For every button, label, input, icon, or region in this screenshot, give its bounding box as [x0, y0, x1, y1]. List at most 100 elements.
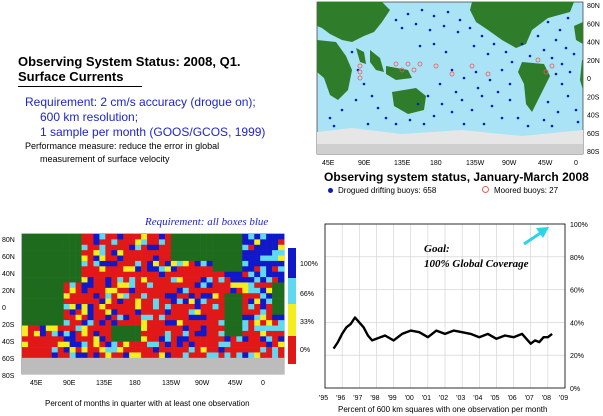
buoy-lon-label: 135E — [394, 160, 411, 167]
coverage-cell — [93, 255, 100, 262]
coverage-cell — [236, 314, 243, 321]
coverage-cell — [147, 309, 154, 316]
coverage-cell — [176, 320, 184, 326]
coverage-cell — [194, 287, 201, 294]
coverage-cell — [153, 287, 160, 294]
coverage-cell — [260, 282, 267, 289]
coverage-cell — [218, 352, 225, 359]
coverage-cell — [22, 325, 29, 332]
coverage-cell — [33, 357, 41, 364]
coverage-cell — [278, 266, 285, 272]
coverage-cell — [158, 352, 166, 359]
coverage-cell — [153, 293, 160, 299]
coverage-cell — [248, 352, 255, 359]
coverage-cell — [188, 320, 195, 326]
coverage-cell — [123, 250, 130, 256]
coverage-cell — [39, 347, 47, 353]
coverage-cell — [176, 244, 184, 251]
coverage-cell — [242, 330, 249, 337]
coverage-cell — [27, 277, 35, 283]
coverage-cell — [135, 352, 142, 359]
coverage-cell — [63, 234, 70, 240]
coverage-cell — [164, 304, 172, 310]
coverage-cell — [147, 298, 154, 305]
coverage-cell — [27, 250, 35, 256]
coverage-cell — [93, 357, 100, 364]
coverage-cell — [224, 347, 231, 353]
coverage-cell — [254, 347, 261, 353]
coverage-cell — [176, 347, 184, 353]
coverage-cell — [75, 320, 82, 326]
coverage-cell — [212, 239, 219, 246]
coverage-cell — [182, 357, 190, 364]
coverage-cell — [39, 336, 47, 342]
buoy-lat-label: 60S — [587, 131, 600, 138]
coverage-cell — [248, 287, 255, 294]
coverage-cell — [27, 330, 35, 337]
coverage-cell — [260, 368, 267, 375]
coverage-cell — [230, 287, 237, 294]
coverage-cell — [93, 271, 100, 278]
coverage-cell — [57, 282, 64, 289]
coverage-cell — [87, 271, 94, 278]
coverage-cell — [278, 277, 285, 283]
coverage-cell — [230, 314, 237, 321]
coverage-cell — [81, 287, 88, 294]
coverage-cell — [164, 357, 172, 364]
coverage-cell — [105, 352, 112, 359]
coverage-cell — [22, 330, 29, 337]
coverage-cell — [224, 266, 231, 272]
coverage-cell — [194, 255, 201, 262]
coverage-cell — [75, 352, 82, 359]
coverage-cell — [164, 271, 172, 278]
coverage-cell — [147, 255, 154, 262]
coverage-series-line — [332, 316, 553, 350]
coverage-chart: 0% 20% 40% 60% 80% 100% '95 '96 '97 '98 '99 '00 '01… — [319, 222, 588, 402]
coverage-cell — [33, 363, 41, 369]
coverage-cell — [206, 287, 213, 294]
coverage-cell — [236, 271, 243, 278]
coverage-cell — [33, 244, 41, 251]
coverage-cell — [182, 250, 190, 256]
coverage-cell — [188, 277, 195, 283]
coverage-cell — [224, 260, 231, 267]
coverage-cell — [135, 250, 142, 256]
coverage-cell — [51, 260, 59, 267]
coverage-cell — [45, 266, 53, 272]
coverage-cell — [272, 352, 279, 359]
coverage-cell — [182, 234, 190, 240]
coverage-cell — [158, 314, 166, 321]
coverage-cell — [278, 352, 285, 359]
coverage-cell — [141, 244, 148, 251]
coverage-cell — [135, 325, 142, 332]
coverage-cell — [272, 250, 279, 256]
coverage-cell — [158, 298, 166, 305]
coverage-cell — [57, 341, 64, 348]
coverage-cell — [242, 277, 249, 283]
coverage-cell — [93, 347, 100, 353]
buoy-lat-label: 60N — [587, 21, 600, 28]
coverage-cell — [81, 304, 88, 310]
buoy-lat-label: 40S — [587, 113, 600, 120]
coverage-cell — [87, 239, 94, 246]
coverage-cell — [153, 352, 160, 359]
coverage-cell — [22, 250, 29, 256]
coverage-cell — [224, 293, 231, 299]
coverage-cell — [266, 298, 273, 305]
coverage-cell — [63, 271, 70, 278]
coverage-cell — [39, 314, 47, 321]
coverage-cell — [69, 304, 76, 310]
coverage-cell — [93, 368, 100, 375]
coverage-cell — [236, 293, 243, 299]
coverage-cell — [147, 234, 154, 240]
coverage-cell — [105, 244, 112, 251]
coverage-cell — [105, 368, 112, 375]
coverage-cell — [123, 347, 130, 353]
coverage-cell — [218, 363, 225, 369]
coverage-cell — [266, 266, 273, 272]
coverage-cell — [260, 277, 267, 283]
colorbar-label-0: 0% — [300, 347, 310, 354]
coverage-cell — [22, 287, 29, 294]
coverage-cell — [22, 260, 29, 267]
coverage-cell — [206, 325, 213, 332]
